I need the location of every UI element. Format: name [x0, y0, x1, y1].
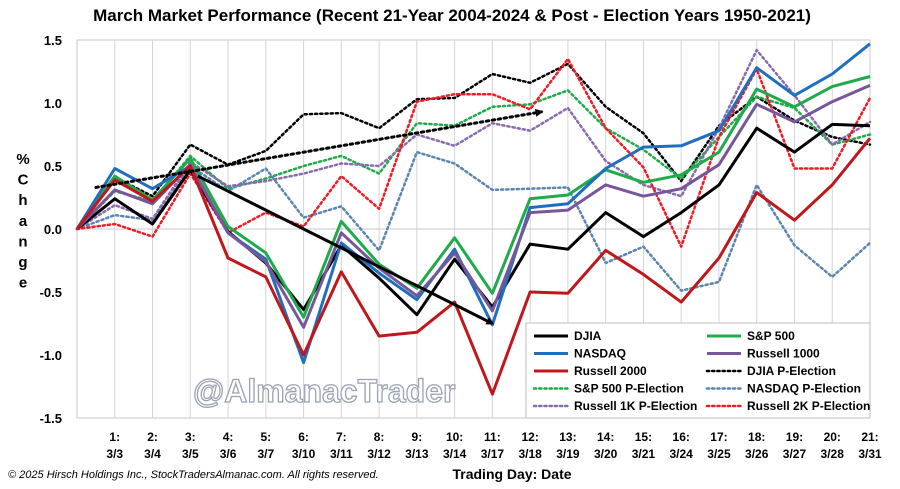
legend-label-russell-1000: Russell 1000	[747, 347, 820, 361]
x-tick-label-date: 3/20	[594, 447, 618, 461]
x-tick-label-day: 2:	[147, 430, 158, 444]
x-tick-label-day: 10:	[446, 430, 463, 444]
x-tick-label-date: 3/10	[292, 447, 316, 461]
y-axis-label-letter: e	[19, 275, 27, 292]
y-axis-label-letter: a	[19, 213, 28, 230]
legend-label-djia-p-election: DJIA P-Election	[747, 364, 836, 378]
x-tick-label-date: 3/24	[670, 447, 694, 461]
x-tick-label-day: 17:	[710, 430, 727, 444]
x-tick-label-day: 6:	[298, 430, 309, 444]
x-tick-label-date: 3/25	[707, 447, 731, 461]
y-tick-label: 1.0	[44, 96, 62, 111]
x-tick-label-day: 15:	[635, 430, 652, 444]
y-tick-label: 0.5	[44, 159, 62, 174]
x-tick-label-day: 11:	[484, 430, 501, 444]
copyright-notice: © 2025 Hirsch Holdings Inc., StockTrader…	[8, 469, 379, 481]
x-tick-label-day: 1:	[109, 430, 120, 444]
x-tick-label-date: 3/12	[367, 447, 391, 461]
x-tick-label-date: 3/4	[144, 447, 161, 461]
x-tick-label-day: 7:	[336, 430, 347, 444]
series-line-djia-p-election	[75, 62, 872, 231]
trend-arrow-dotted	[94, 108, 544, 189]
legend-label-s-p-500-p-election: S&P 500 P-Election	[574, 382, 684, 396]
y-tick-label: -1.0	[40, 348, 62, 363]
x-tick-label-date: 3/19	[556, 447, 580, 461]
x-tick-label-date: 3/13	[405, 447, 429, 461]
x-tick-label-date: 3/26	[745, 447, 769, 461]
legend-label-djia: DJIA	[574, 329, 602, 343]
series-line-russell-1000	[75, 84, 871, 329]
x-tick-label-date: 3/7	[257, 447, 274, 461]
x-tick-label-day: 14:	[597, 430, 614, 444]
series-line-s-p-500-p-election	[75, 89, 872, 231]
x-tick-label-day: 21:	[861, 430, 878, 444]
x-tick-label-day: 12:	[521, 430, 538, 444]
x-tick-label-date: 3/3	[106, 447, 123, 461]
x-tick-label-date: 3/28	[821, 447, 845, 461]
legend-label-nasdaq-p-election: NASDAQ P-Election	[747, 382, 861, 396]
y-tick-label: -1.5	[40, 411, 62, 426]
x-tick-label-day: 5:	[260, 430, 271, 444]
y-tick-label: 0.0	[44, 222, 62, 237]
x-tick-label-day: 18:	[748, 430, 765, 444]
y-axis-label-letter: %	[16, 151, 29, 168]
x-tick-label-date: 3/21	[632, 447, 656, 461]
x-tick-label-day: 16:	[673, 430, 690, 444]
watermark: @AlmanacTrader	[193, 373, 455, 409]
legend: DJIA NASDAQ Russell 2000 S&P 500 P-Election…	[525, 322, 871, 419]
y-axis-label-letter: h	[18, 192, 27, 209]
x-tick-label-day: 3:	[185, 430, 196, 444]
legend-label-s-p-500: S&P 500	[747, 329, 795, 343]
x-tick-label-date: 3/31	[858, 447, 882, 461]
chart-title: March Market Performance (Recent 21-Year…	[93, 6, 811, 25]
y-tick-label: 1.5	[44, 33, 62, 48]
series-line-russell-2000	[75, 137, 872, 396]
x-tick-label-date: 3/11	[330, 447, 353, 461]
x-tick-label-date: 3/17	[481, 447, 505, 461]
legend-label-russell-2000: Russell 2000	[574, 364, 647, 378]
x-axis-label: Trading Day: Date	[452, 466, 571, 482]
x-tick-label-date: 3/27	[783, 447, 807, 461]
x-tick-label-date: 3/14	[443, 447, 467, 461]
legend-label-russell-1k-p-election: Russell 1K P-Election	[574, 399, 697, 413]
series-line-s-p-500	[75, 75, 871, 319]
y-tick-label: -0.5	[40, 285, 62, 300]
y-axis-label-letter: g	[18, 254, 27, 271]
legend-label-russell-2k-p-election: Russell 2K P-Election	[747, 399, 870, 413]
series-line-nasdaq-p-election	[75, 150, 872, 292]
x-tick-label-day: 19:	[786, 430, 803, 444]
x-tick-label-date: 3/5	[182, 447, 199, 461]
x-axis-tick-labels: 1: 3/3 2: 3/4 3: 3/5 4: 3/6 5: 3/7 6: 3/10 7: 3/11 8: 3…	[106, 430, 882, 461]
trend-arrow-solid	[197, 174, 495, 325]
trend-arrows	[94, 108, 544, 325]
x-tick-label-day: 20:	[824, 430, 841, 444]
series-line-russell-1k-p-election	[75, 48, 872, 231]
x-tick-label-day: 8:	[374, 430, 385, 444]
legend-label-nasdaq: NASDAQ	[574, 347, 626, 361]
x-tick-label-day: 9:	[412, 430, 423, 444]
x-tick-label-day: 4:	[223, 430, 234, 444]
x-tick-label-date: 3/18	[518, 447, 542, 461]
y-axis-label-letter: C	[18, 172, 29, 189]
y-axis-tick-labels: 1.5 1.0 0.5 0.0 -0.5 -1.0 -1.5	[40, 33, 62, 426]
legend-box	[525, 322, 871, 419]
x-tick-label-date: 3/6	[220, 447, 237, 461]
series-lines	[75, 42, 872, 396]
x-tick-label-day: 13:	[559, 430, 576, 444]
y-axis-label-letter: n	[18, 233, 27, 250]
